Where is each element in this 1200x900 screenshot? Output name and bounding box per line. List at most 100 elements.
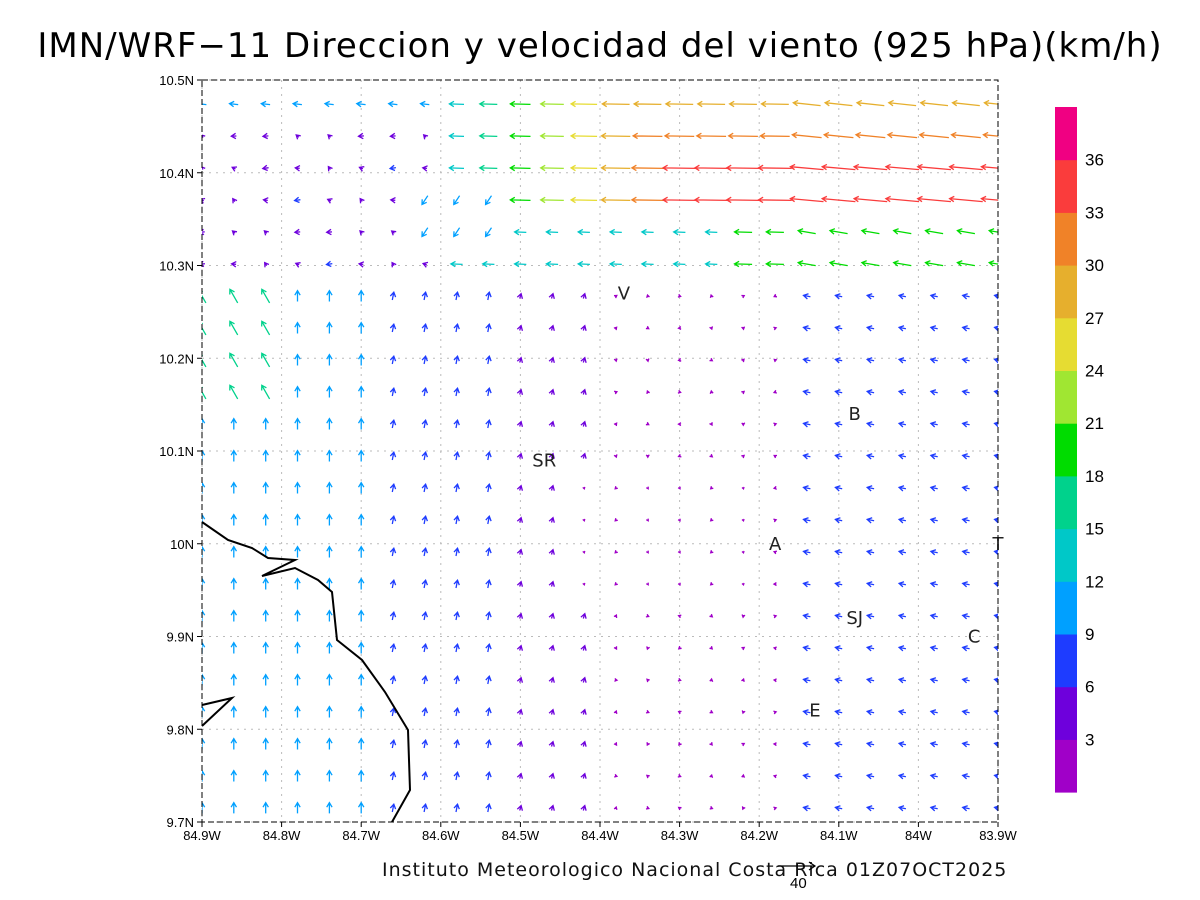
wind-vector [693, 164, 729, 172]
wind-vector [294, 801, 301, 814]
wind-vector [677, 677, 682, 682]
wind-vector [580, 324, 587, 331]
wind-vector [704, 260, 718, 268]
wind-vector [516, 484, 524, 491]
wind-vector [601, 100, 630, 108]
wind-vector [924, 260, 944, 267]
wind-vector [709, 293, 714, 298]
wind-vector [421, 261, 429, 268]
wind-vector [646, 742, 651, 747]
wind-vector [545, 228, 559, 236]
wind-vector [230, 673, 238, 686]
wind-vector [921, 68, 948, 73]
wind-vector [389, 450, 397, 461]
wind-vector [600, 164, 631, 172]
wind-vector [485, 674, 492, 685]
wind-vector [389, 578, 397, 589]
wind-vector [202, 166, 206, 172]
wind-vector [614, 390, 619, 395]
wind-vector [421, 514, 429, 525]
colorbar-segment [1055, 528, 1077, 582]
wind-vector [987, 228, 998, 235]
reference-vector-label: 40 [790, 875, 807, 892]
coastline [201, 521, 412, 823]
wind-vector [261, 69, 270, 74]
wind-vector [263, 261, 270, 268]
wind-vector [548, 580, 555, 587]
wind-vector [510, 69, 530, 74]
wind-vector [709, 389, 714, 394]
wind-vector [569, 164, 598, 172]
wind-vector [704, 228, 718, 236]
wind-vector [646, 389, 650, 395]
wind-vector [389, 197, 396, 204]
wind-vector [230, 545, 238, 558]
wind-vector [326, 481, 333, 494]
wind-vector [262, 417, 269, 430]
wind-vector [230, 737, 238, 750]
wind-vector [326, 545, 333, 558]
colorbar-segment [1055, 370, 1077, 424]
wind-vector [387, 100, 398, 108]
wind-vector [294, 481, 301, 494]
wind-vector [741, 550, 745, 554]
wind-vector [602, 69, 629, 74]
wind-vector [485, 578, 492, 589]
wind-vector [852, 163, 888, 171]
wind-vector [765, 260, 784, 268]
wind-vector [645, 613, 650, 618]
wind-vector [325, 260, 333, 268]
wind-vector [516, 516, 524, 523]
wind-vector [645, 358, 650, 363]
wind-vector [855, 99, 885, 107]
y-tick-label: 10.1N [159, 444, 194, 459]
wind-vector [929, 805, 938, 812]
wind-vector [725, 196, 760, 204]
wind-vector [677, 710, 682, 715]
wind-vector [987, 260, 998, 267]
wind-vector [516, 740, 524, 747]
wind-vector [897, 677, 907, 684]
credit-text: Instituto Meteorologico Nacional Costa R… [382, 859, 1007, 881]
wind-vector [516, 548, 524, 555]
wind-vector [389, 770, 397, 781]
colorbar-label: 12 [1085, 572, 1104, 591]
wind-vector [645, 582, 649, 586]
x-tick-label: 84.4W [581, 828, 619, 843]
wind-vector [357, 641, 365, 654]
wind-vector [897, 357, 907, 364]
wind-vector [485, 546, 492, 557]
wind-vector [961, 677, 970, 684]
wind-vector [802, 613, 811, 620]
wind-vector [953, 68, 980, 73]
wind-vector [326, 417, 333, 430]
wind-vector [548, 484, 555, 491]
wind-vector [834, 709, 843, 716]
colorbar-segment [1055, 581, 1077, 635]
wind-vector [773, 422, 778, 427]
wind-vector [892, 260, 912, 267]
wind-vector [326, 289, 333, 302]
wind-vector [802, 421, 811, 428]
wind-vector [516, 452, 524, 459]
wind-vector [865, 773, 875, 780]
wind-vector [695, 132, 727, 140]
wind-vector [984, 68, 1011, 73]
wind-vector [359, 197, 365, 204]
colorbar-label: 18 [1085, 467, 1104, 486]
wind-vector [230, 132, 237, 140]
wind-vector [961, 709, 970, 716]
wind-vector [509, 132, 531, 140]
wind-vector [323, 100, 334, 108]
wind-vector [929, 613, 938, 620]
wind-vector [980, 195, 998, 203]
place-label: SJ [846, 608, 863, 629]
wind-vector [389, 514, 397, 525]
wind-vector [757, 196, 792, 204]
wind-vector [822, 131, 854, 139]
wind-vector [897, 613, 907, 620]
x-tick-label: 83.9W [979, 828, 1017, 843]
wind-vector [613, 646, 618, 651]
colorbar-label: 36 [1085, 151, 1104, 170]
wind-vector [834, 805, 843, 812]
